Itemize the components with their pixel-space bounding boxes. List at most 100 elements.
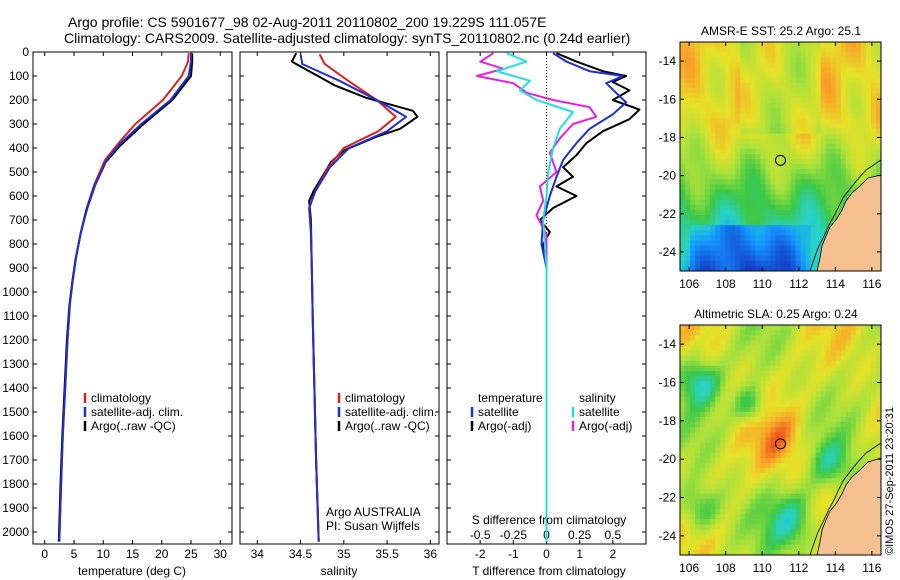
sla-cell — [770, 544, 777, 551]
sst-cell — [800, 47, 807, 53]
sla-cell — [780, 534, 787, 541]
sla-cell — [785, 483, 792, 490]
sla-cell — [680, 483, 686, 490]
sla-cell — [820, 396, 827, 403]
sla-cell — [805, 437, 812, 444]
sla-cell — [830, 371, 837, 377]
sla-cell — [810, 432, 817, 439]
sst-cell — [820, 148, 827, 155]
sla-cell — [725, 437, 731, 444]
sla-cell — [770, 447, 777, 454]
sst-cell — [725, 57, 731, 63]
sst-cell — [715, 235, 721, 242]
sst-cell — [700, 184, 706, 191]
sst-cell — [730, 57, 736, 63]
sst-cell — [795, 174, 802, 180]
sla-cell — [845, 401, 852, 408]
sst-cell — [755, 143, 762, 150]
sla-cell — [710, 340, 716, 347]
sla-cell — [825, 335, 832, 341]
sst-cell — [730, 225, 736, 231]
sst-cell — [840, 169, 847, 175]
sla-cell — [730, 432, 736, 439]
sst-cell — [795, 245, 802, 252]
sla-cell — [750, 417, 756, 423]
sst-cell — [695, 204, 701, 211]
sla-cell — [855, 325, 862, 331]
sla-cell — [860, 437, 867, 444]
sla-cell — [850, 355, 857, 362]
sst-cell — [805, 82, 812, 89]
sst-cell — [720, 52, 726, 58]
sla-cell — [735, 478, 741, 485]
sst-cell — [695, 184, 701, 191]
sla-cell — [690, 371, 696, 377]
sla-cell — [835, 406, 842, 413]
sla-cell — [725, 529, 731, 536]
sst-cell — [730, 220, 736, 226]
sst-cell — [715, 118, 721, 125]
sst-cell — [755, 123, 762, 130]
sst-cell — [735, 159, 741, 165]
sla-cell — [720, 417, 726, 423]
sla-cell — [795, 427, 802, 433]
sst-cell — [785, 194, 792, 201]
sla-cell — [830, 406, 837, 413]
sst-cell — [745, 148, 751, 155]
sst-cell — [750, 255, 756, 262]
sla-cell — [780, 452, 787, 459]
sla-cell — [855, 432, 862, 439]
sst-cell — [725, 184, 731, 191]
sst-cell — [865, 92, 872, 99]
sst-cell — [690, 97, 696, 104]
sla-cell — [710, 534, 716, 541]
sst-cell — [680, 143, 686, 150]
sst-cell — [805, 108, 812, 114]
sla-cell — [715, 524, 721, 531]
sla-cell — [860, 360, 867, 367]
sst-cell — [785, 82, 792, 89]
sst-cell — [865, 159, 872, 165]
sla-cell — [745, 432, 751, 439]
sst-cell — [840, 179, 847, 186]
sst-cell — [815, 225, 822, 231]
sla-cell — [810, 498, 817, 505]
sst-cell — [680, 199, 686, 206]
sst-cell — [730, 240, 736, 247]
sla-cell — [805, 391, 812, 398]
sst-cell — [810, 143, 817, 150]
sst-cell — [750, 97, 756, 104]
sst-cell — [835, 159, 842, 165]
sst-cell — [680, 108, 686, 114]
sla-cell — [750, 376, 756, 382]
sla-cell — [815, 478, 822, 485]
sla-cell — [795, 335, 802, 341]
sla-cell — [835, 345, 842, 352]
sst-cell — [775, 62, 782, 69]
sst-cell — [755, 164, 762, 170]
sst-cell — [715, 240, 721, 247]
sla-cell — [700, 371, 706, 377]
sla-cell — [855, 391, 862, 398]
sla-cell — [710, 473, 716, 479]
sst-cell — [830, 164, 837, 170]
sst-cell — [710, 87, 716, 94]
sst-cell — [725, 225, 731, 231]
sla-cell — [735, 437, 741, 444]
sla-cell — [780, 360, 787, 367]
sla-cell — [745, 386, 751, 393]
sst-cell — [695, 189, 701, 196]
sst-cell — [730, 123, 736, 130]
sst-cell — [875, 164, 881, 170]
sst-cell — [750, 82, 756, 89]
sla-cell — [715, 427, 721, 433]
sla-cell — [690, 411, 696, 418]
sla-cell — [775, 411, 782, 418]
sst-cell — [800, 148, 807, 155]
sst-cell — [770, 128, 777, 135]
sla-cell — [825, 350, 832, 357]
sla-cell — [735, 473, 741, 479]
sst-cell — [690, 169, 696, 175]
sst-cell — [775, 103, 782, 109]
sst-cell — [690, 255, 696, 262]
